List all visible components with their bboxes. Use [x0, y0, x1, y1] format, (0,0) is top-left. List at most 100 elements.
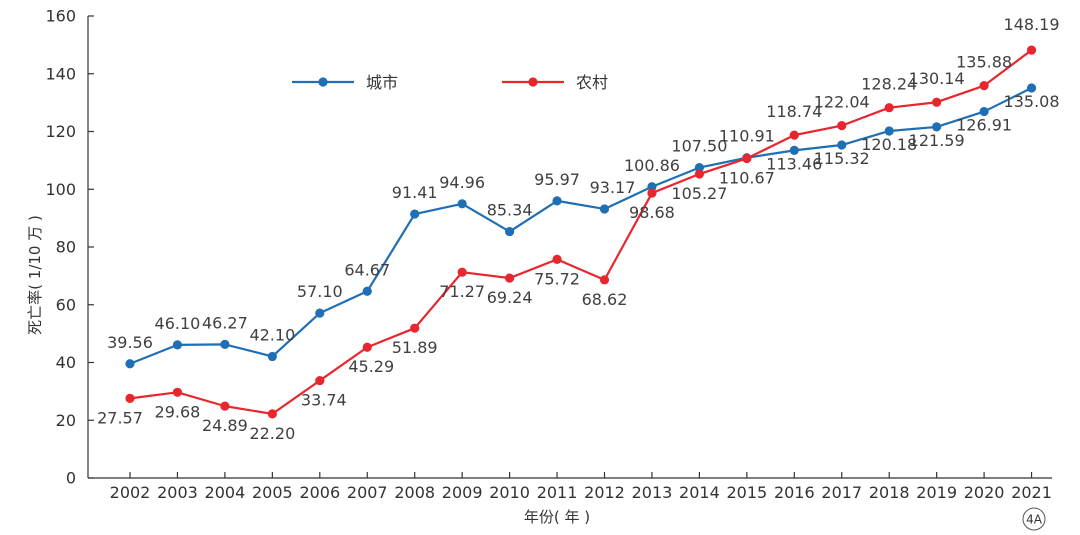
y-axis-ticks: 0 20 40 60 80 100 120 140 160: [45, 7, 94, 488]
y-tick-label: 160: [45, 7, 76, 26]
x-tick-label: 2003: [157, 483, 198, 502]
data-label: 135.88: [956, 53, 1012, 72]
data-label: 22.20: [249, 424, 295, 443]
x-tick-label: 2021: [1011, 483, 1052, 502]
data-label: 45.29: [348, 357, 394, 376]
data-label: 71.27: [439, 282, 485, 301]
series-line: [129, 86, 1033, 365]
y-tick-label: 120: [45, 122, 76, 141]
data-label: 100.86: [624, 156, 680, 175]
data-point: [932, 97, 942, 107]
data-point: [220, 401, 230, 411]
data-point: [979, 106, 989, 117]
data-label: 75.72: [534, 269, 580, 288]
panel-label-badge: 4A: [1022, 507, 1046, 531]
data-point: [552, 196, 562, 206]
data-point: [220, 339, 230, 349]
y-axis-title: 死亡率( 1/10 万 ): [26, 215, 44, 335]
x-tick-label: 2005: [252, 483, 293, 502]
x-tick-label: 2012: [584, 483, 625, 502]
data-point: [125, 359, 135, 369]
data-label: 130.14: [909, 69, 965, 88]
data-label: 115.32: [814, 149, 870, 168]
x-axis-title: 年份( 年 ): [524, 508, 590, 526]
data-point: [410, 209, 420, 219]
data-point: [837, 140, 847, 150]
y-tick-label: 0: [66, 469, 76, 488]
x-tick-label: 2009: [442, 483, 483, 502]
x-tick-label: 2015: [726, 483, 767, 502]
data-label: 128.24: [861, 75, 917, 94]
x-tick-label: 2002: [110, 483, 151, 502]
legend-marker: [318, 77, 328, 87]
data-point: [125, 393, 135, 403]
x-tick-label: 2007: [347, 483, 388, 502]
data-point: [362, 286, 372, 296]
data-point: [457, 199, 467, 209]
x-tick-label: 2011: [537, 483, 578, 502]
data-point: [647, 182, 657, 192]
data-point: [362, 342, 372, 352]
data-label: 46.27: [202, 313, 248, 332]
x-tick-label: 2016: [774, 483, 815, 502]
data-label: 148.19: [1004, 15, 1060, 34]
data-label: 120.18: [861, 135, 917, 154]
legend: 城市 农村: [292, 73, 608, 92]
data-label: 113.46: [766, 154, 822, 173]
legend-item: 城市: [292, 73, 398, 92]
data-label: 51.89: [392, 338, 438, 357]
data-label: 121.59: [909, 131, 965, 150]
x-axis-ticks: 2002 2003 2004 2005 2006 2007 2008 2009 2010 2011…: [110, 472, 1052, 502]
y-tick-label: 80: [56, 238, 76, 257]
data-label: 135.08: [1004, 92, 1060, 111]
data-label: 95.97: [534, 170, 580, 189]
data-point: [172, 340, 183, 350]
data-label: 39.56: [107, 333, 153, 352]
data-point: [884, 103, 894, 113]
data-label: 91.41: [392, 183, 438, 202]
x-tick-label: 2020: [964, 483, 1005, 502]
y-tick-label: 100: [45, 180, 76, 199]
series-urban: [125, 83, 1037, 369]
x-tick-label: 2013: [632, 483, 673, 502]
data-label: 110.91: [719, 127, 775, 146]
x-tick-label: 2018: [869, 483, 910, 502]
x-tick-label: 2006: [299, 483, 340, 502]
data-label: 33.74: [301, 391, 347, 410]
data-point: [599, 204, 610, 214]
legend-label: 农村: [576, 73, 608, 92]
x-tick-label: 2004: [205, 483, 246, 502]
y-tick-label: 140: [45, 64, 76, 83]
data-point: [932, 122, 942, 132]
legend-marker: [528, 77, 538, 87]
data-point: [789, 145, 799, 155]
data-label: 98.68: [629, 203, 675, 222]
data-point: [315, 308, 325, 318]
data-label: 118.74: [766, 102, 822, 121]
data-point: [742, 153, 752, 164]
data-point: [837, 121, 847, 131]
data-label: 69.24: [487, 288, 533, 307]
legend-item: 农村: [502, 73, 608, 92]
data-label: 85.34: [487, 201, 533, 220]
data-point: [457, 267, 467, 277]
data-label: 110.67: [719, 168, 775, 187]
data-point: [884, 126, 894, 136]
y-tick-label: 40: [56, 353, 76, 372]
data-point: [410, 323, 420, 333]
data-point: [505, 273, 515, 283]
data-point: [267, 351, 277, 362]
x-tick-label: 2014: [679, 483, 720, 502]
data-point: [552, 254, 562, 264]
data-point: [694, 162, 705, 173]
series-line: [129, 49, 1033, 415]
data-label: 94.96: [439, 173, 485, 192]
data-point: [1026, 45, 1037, 55]
y-tick-label: 60: [56, 295, 76, 314]
data-label: 105.27: [671, 184, 727, 203]
data-label: 46.10: [155, 314, 201, 333]
data-label: 126.91: [956, 116, 1012, 135]
series-layer: [125, 45, 1037, 419]
